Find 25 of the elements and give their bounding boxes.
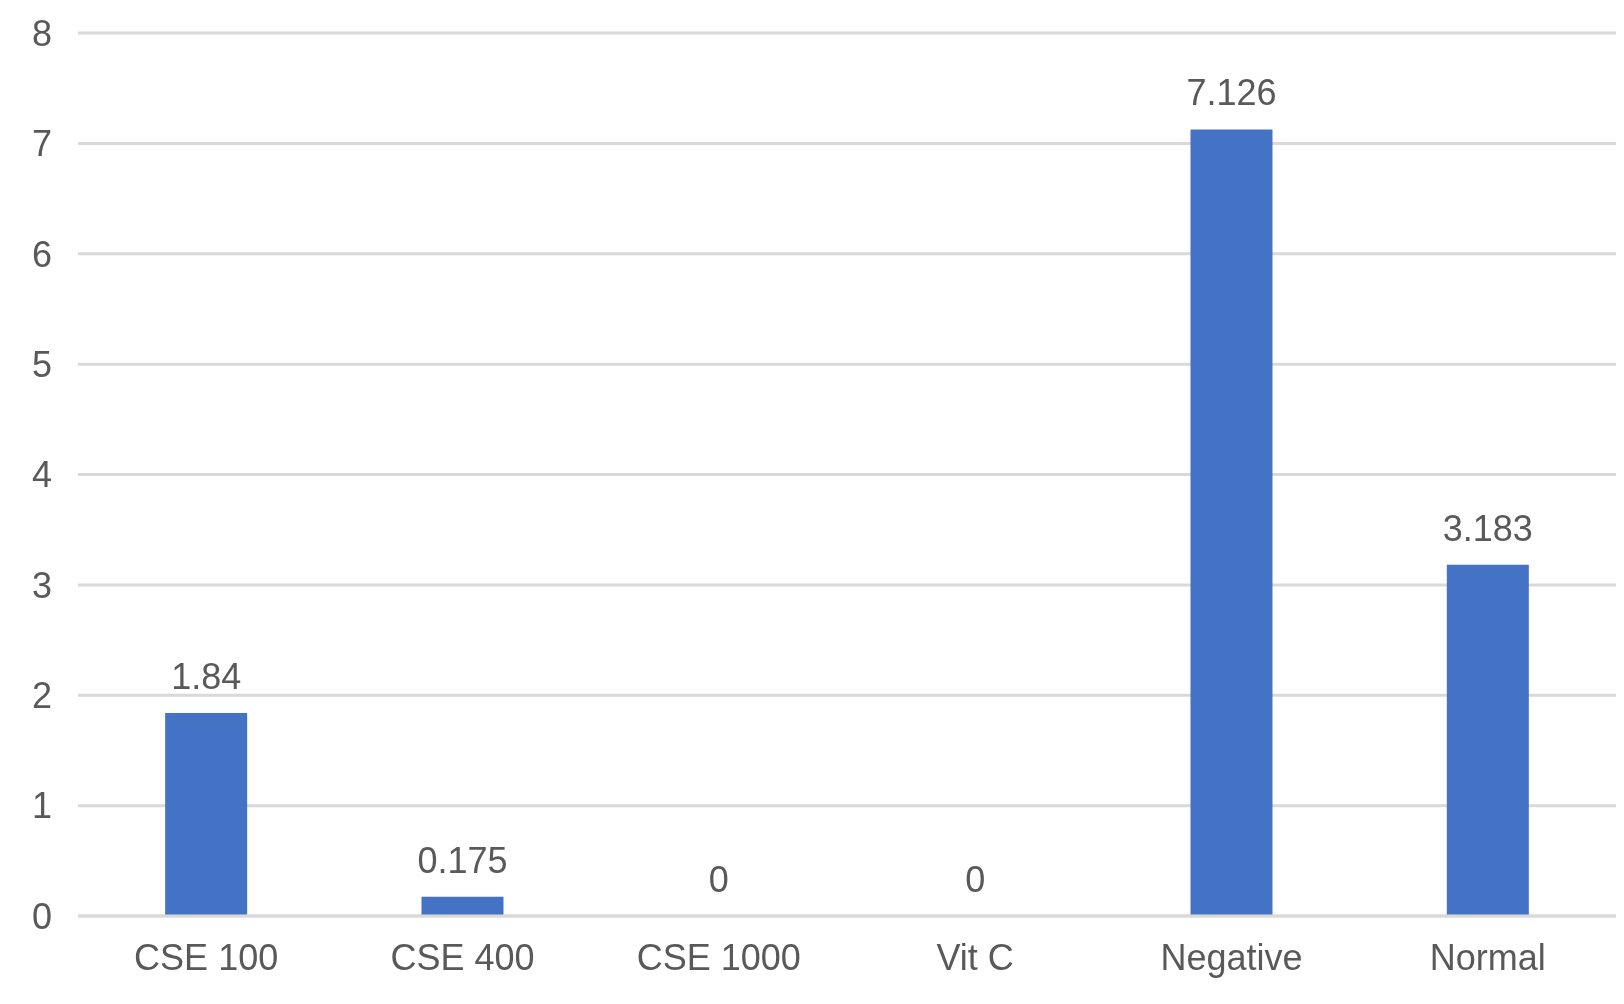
x-tick-label: Negative <box>1160 936 1303 978</box>
x-tick-label: CSE 100 <box>134 936 279 978</box>
y-tick-label: 0 <box>31 895 52 937</box>
data-label: 0 <box>965 859 986 900</box>
bar <box>1446 564 1529 916</box>
y-tick-label: 8 <box>31 12 52 54</box>
bar <box>165 712 248 916</box>
y-tick-label: 2 <box>31 675 52 717</box>
bar <box>1190 129 1273 916</box>
x-tick-label: Normal <box>1429 936 1546 978</box>
x-tick-label: CSE 400 <box>390 936 535 978</box>
data-label: 0 <box>708 859 729 900</box>
y-tick-label: 3 <box>31 564 52 606</box>
y-tick-label: 7 <box>31 123 52 165</box>
y-tick-label: 6 <box>31 233 52 275</box>
data-label: 1.84 <box>171 655 242 697</box>
y-tick-label: 1 <box>31 785 52 827</box>
bar <box>421 896 504 916</box>
x-tick-label: Vit C <box>936 936 1014 978</box>
data-label: 7.126 <box>1186 72 1277 114</box>
y-tick-label: 5 <box>31 343 52 385</box>
data-label: 0.175 <box>417 839 508 881</box>
x-tick-label: CSE 1000 <box>636 936 801 978</box>
y-tick-label: 4 <box>31 454 52 496</box>
data-label: 3.183 <box>1442 507 1533 549</box>
